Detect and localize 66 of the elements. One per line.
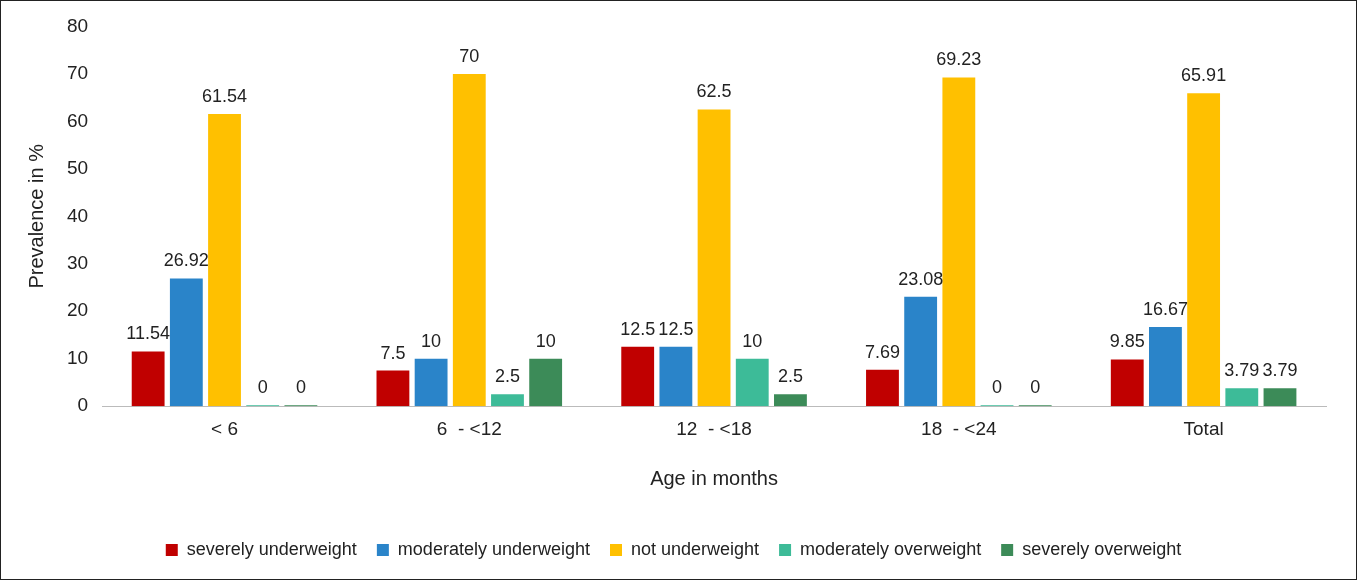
y-axis-title: Prevalence in % [24, 143, 47, 289]
data-label: 2.5 [777, 366, 803, 387]
data-label: 11.54 [126, 323, 171, 344]
x-tick-label: 12 - <18 [676, 417, 752, 439]
y-tick-label: 30 [66, 252, 89, 274]
legend-label: moderately underweight [397, 538, 590, 559]
data-label: 3.79 [1262, 360, 1298, 381]
bar [1225, 388, 1259, 407]
data-label: 12.5 [658, 318, 694, 339]
bar [621, 346, 655, 407]
data-label: 7.69 [864, 341, 900, 362]
bar [697, 109, 731, 407]
bar [376, 370, 410, 407]
data-label: 0 [992, 377, 1003, 398]
bar [414, 358, 448, 407]
legend-label: not underweight [630, 538, 760, 559]
bar [208, 114, 241, 407]
data-label: 16.67 [1142, 299, 1188, 320]
x-tick-label: Total [1183, 417, 1224, 439]
bar [866, 369, 899, 407]
bar [1110, 359, 1144, 407]
data-label: 3.79 [1224, 360, 1260, 381]
bar [529, 358, 563, 407]
legend-label: moderately overweight [800, 538, 982, 559]
y-tick-label: 0 [77, 394, 89, 416]
y-tick-label: 40 [66, 204, 89, 226]
x-axis-title: Age in months [650, 466, 778, 489]
bar [1149, 327, 1182, 407]
y-tick-label: 20 [66, 299, 89, 321]
bar [659, 346, 693, 407]
y-tick-label: 70 [66, 62, 89, 84]
data-label: 12.5 [620, 318, 656, 339]
bar [904, 296, 938, 407]
bar [169, 278, 203, 407]
data-label: 10 [535, 330, 556, 351]
data-label: 2.5 [494, 366, 520, 387]
bar [491, 394, 524, 407]
data-label: 69.23 [936, 49, 982, 70]
bar [1187, 93, 1221, 407]
data-label: 10 [742, 330, 763, 351]
legend-label: severely overweight [1022, 538, 1182, 559]
bar [131, 351, 165, 407]
bar [1263, 388, 1297, 407]
data-label: 0 [1030, 377, 1041, 398]
data-label: 9.85 [1109, 331, 1145, 352]
bar [942, 77, 976, 407]
x-tick-label: 6 - <12 [436, 417, 502, 439]
x-tick-label: 18 - <24 [921, 417, 998, 439]
data-label: 10 [421, 330, 442, 351]
bar [774, 394, 807, 407]
data-label: 70 [459, 45, 480, 66]
y-tick-label: 80 [66, 14, 89, 36]
data-label: 26.92 [163, 250, 209, 271]
data-label: 61.54 [202, 86, 248, 107]
bar [452, 73, 486, 407]
data-label: 65.91 [1181, 65, 1227, 86]
legend-label: severely underweight [186, 538, 357, 559]
y-tick-label: 10 [66, 346, 89, 368]
y-tick-label: 60 [66, 109, 89, 131]
bar [735, 358, 769, 407]
data-label: 7.5 [380, 342, 406, 363]
data-label: 0 [295, 377, 306, 398]
y-tick-label: 50 [66, 157, 89, 179]
data-label: 62.5 [696, 81, 732, 102]
data-label: 0 [257, 377, 268, 398]
x-tick-label: < 6 [211, 417, 238, 439]
